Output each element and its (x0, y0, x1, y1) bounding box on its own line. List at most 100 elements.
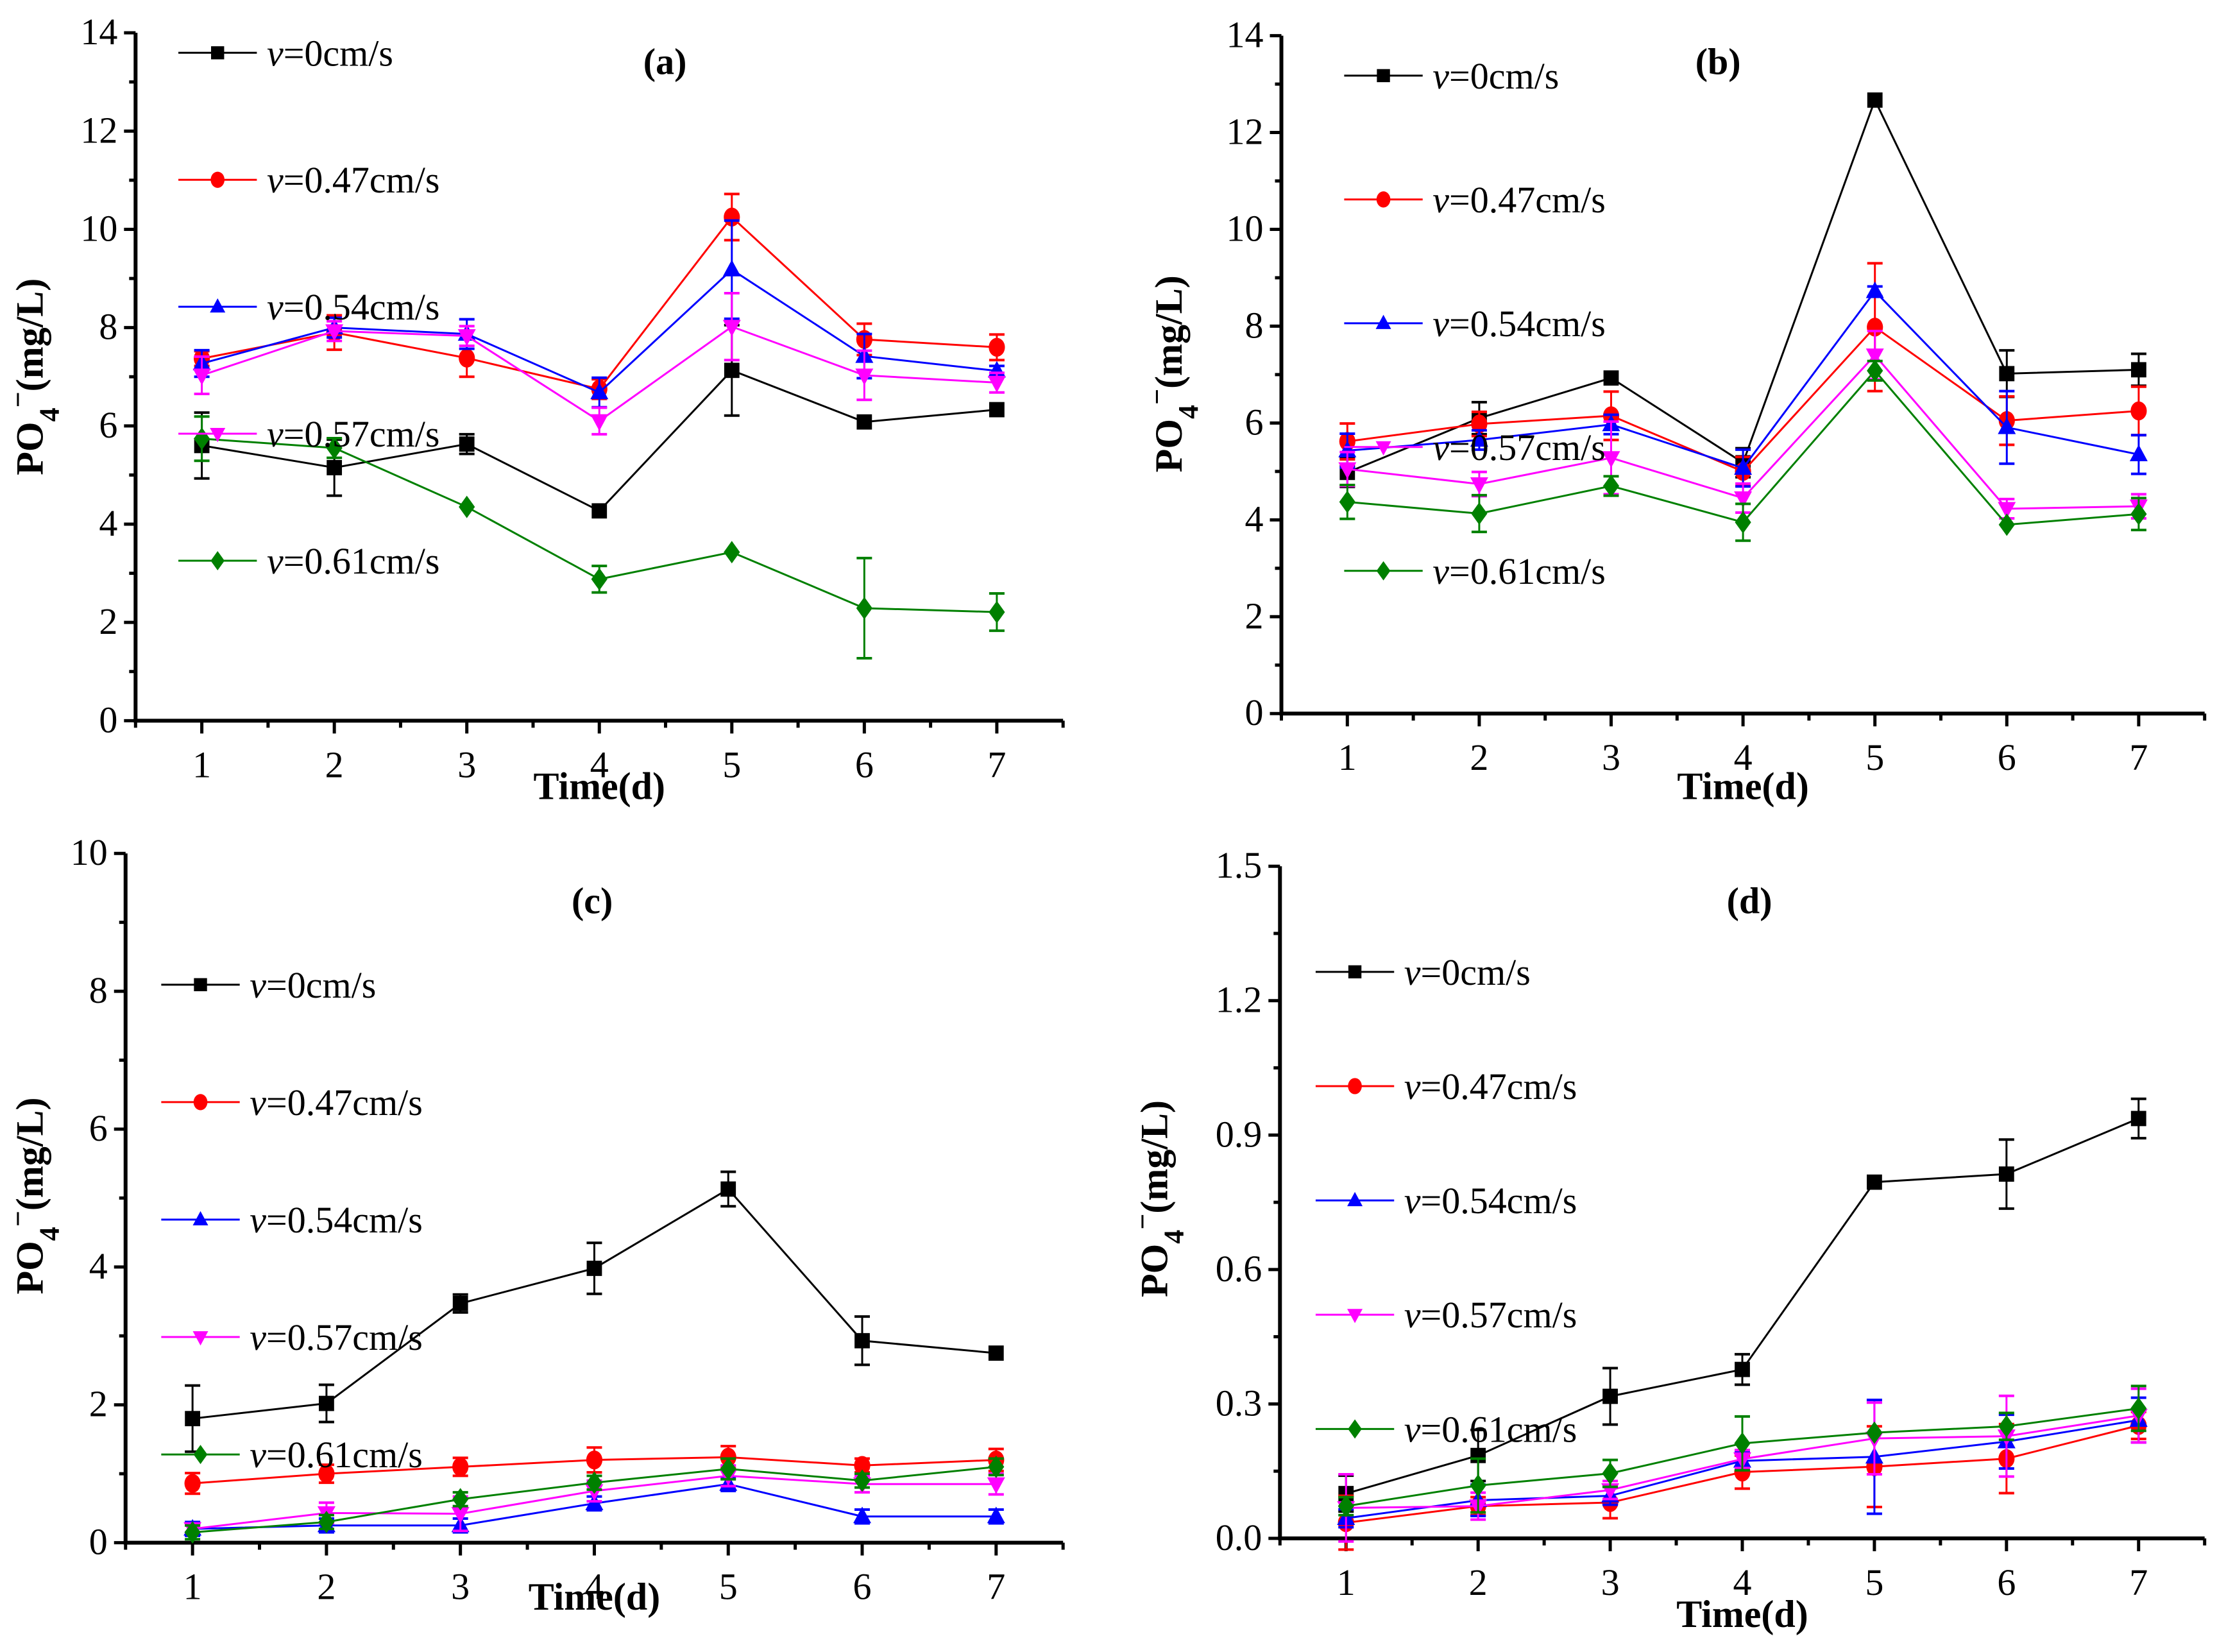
legend-label-value: =0.61cm/s (266, 1434, 423, 1476)
legend: v=0cm/sv=0.47cm/sv=0.54cm/sv=0.57cm/sv=0… (178, 32, 439, 582)
y-tick-label: 2 (89, 1383, 108, 1425)
x-tick-label: 7 (2129, 1562, 2148, 1603)
data-point (1998, 502, 2016, 519)
x-tick-label: 6 (1998, 737, 2016, 778)
legend-marker (1347, 1191, 1363, 1207)
data-point (724, 541, 740, 564)
legend-label-value: =0.57cm/s (1449, 427, 1606, 468)
x-tick-label: 6 (855, 744, 874, 785)
legend-marker (1348, 965, 1362, 979)
legend-label: v=0.61cm/s (250, 1434, 423, 1476)
legend-label-prefix: v (250, 1199, 266, 1241)
x-tick-label: 7 (2129, 737, 2148, 778)
legend-marker (1376, 191, 1391, 208)
series-4 (193, 415, 1005, 660)
legend-item: v=0.54cm/s (178, 286, 439, 328)
legend-label-value: =0.54cm/s (1449, 303, 1606, 345)
y-tick-label: 4 (1245, 498, 1264, 540)
data-point (987, 1477, 1005, 1494)
x-tick-label: 5 (1865, 737, 1884, 778)
y-axis-label: PO4−(mg/L) (1141, 275, 1203, 472)
legend-item: v=0.57cm/s (161, 1316, 423, 1358)
data-point (586, 1450, 603, 1470)
legend-item: v=0.47cm/s (1344, 179, 1606, 221)
legend-marker (192, 1211, 208, 1225)
legend-item: v=0.54cm/s (1315, 1180, 1577, 1222)
x-tick-label: 5 (1865, 1562, 1883, 1603)
x-tick-label: 1 (183, 1566, 202, 1608)
legend-marker (1376, 561, 1391, 581)
data-point (452, 1295, 468, 1311)
legend-label: v=0.61cm/s (267, 540, 440, 582)
y-tick-label: 10 (1227, 207, 1264, 249)
x-tick-label: 3 (1602, 737, 1620, 778)
data-point (451, 1506, 470, 1524)
legend-label-value: =0.61cm/s (1421, 1408, 1577, 1450)
y-axis-label-po: PO (9, 1241, 51, 1294)
legend-label-prefix: v (1404, 951, 1421, 993)
legend-label-value: =0.47cm/s (1449, 179, 1606, 221)
series-4 (1339, 359, 2147, 542)
y-tick-label: 6 (99, 404, 117, 446)
legend: v=0cm/sv=0.47cm/sv=0.54cm/sv=0.57cm/sv=0… (1315, 951, 1577, 1450)
legend-label: v=0.54cm/s (1404, 1180, 1577, 1222)
y-tick-label: 0.9 (1216, 1113, 1262, 1155)
series-0 (185, 1170, 1004, 1453)
panel-title: (c) (572, 880, 613, 922)
data-point (1867, 92, 1883, 108)
series-line (1347, 98, 2139, 473)
legend-label-prefix: v (1432, 427, 1449, 468)
legend-label-prefix: v (267, 540, 284, 582)
data-point (2129, 445, 2148, 461)
legend-label-value: =0cm/s (266, 964, 376, 1006)
data-point (1735, 511, 1751, 534)
legend-label-value: =0.47cm/s (1421, 1066, 1577, 1107)
panel-title: (d) (1727, 880, 1772, 922)
x-tick-label: 4 (585, 1566, 604, 1608)
legend-item: v=0.47cm/s (161, 1082, 423, 1123)
legend-item: v=0cm/s (178, 32, 393, 74)
y-tick-label: 10 (80, 207, 117, 249)
legend-label-prefix: v (1432, 55, 1449, 97)
data-point (720, 1458, 736, 1481)
data-point (724, 362, 740, 379)
legend-label: v=0.47cm/s (267, 159, 440, 201)
data-point (452, 1488, 469, 1511)
data-point (1999, 366, 2015, 382)
legend-label: v=0cm/s (1404, 951, 1531, 993)
y-tick-label: 1.2 (1216, 979, 1262, 1021)
data-point (987, 375, 1006, 393)
legend-label-prefix: v (267, 159, 284, 201)
data-point (1998, 513, 2015, 536)
legend-label: v=0.57cm/s (1404, 1294, 1577, 1336)
legend-label-prefix: v (250, 1434, 266, 1476)
data-point (591, 568, 607, 591)
legend-label: v=0.57cm/s (250, 1316, 423, 1358)
data-point (1998, 1415, 2015, 1438)
data-point (326, 436, 343, 459)
x-tick-label: 6 (1997, 1562, 2016, 1603)
y-tick-label: 0 (89, 1521, 108, 1563)
legend-label-value: =0cm/s (284, 32, 393, 74)
legend-item: v=0.61cm/s (1344, 550, 1606, 592)
x-tick-label: 2 (1470, 737, 1488, 778)
data-point (856, 414, 872, 430)
y-axis-label-sup: − (1141, 389, 1172, 405)
data-point (2130, 1397, 2147, 1420)
data-point (856, 597, 872, 620)
legend-marker (193, 1094, 208, 1111)
y-axis-label-po: PO (1148, 419, 1190, 472)
legend-label-value: =0.61cm/s (284, 540, 440, 582)
data-point (1734, 1432, 1751, 1455)
y-axis-label-unit: (mg/L) (1134, 1100, 1176, 1214)
data-point (855, 368, 874, 386)
data-point (987, 1506, 1005, 1524)
legend-marker (192, 1331, 208, 1346)
y-axis-label-sub: 4 (1158, 1230, 1189, 1244)
legend-item: v=0cm/s (1315, 951, 1531, 993)
legend-label-value: =0cm/s (1449, 55, 1559, 97)
x-tick-label: 3 (457, 744, 476, 785)
x-tick-label: 1 (192, 744, 211, 785)
series-0 (1338, 1097, 2146, 1513)
legend-label-value: =0cm/s (1421, 951, 1531, 993)
